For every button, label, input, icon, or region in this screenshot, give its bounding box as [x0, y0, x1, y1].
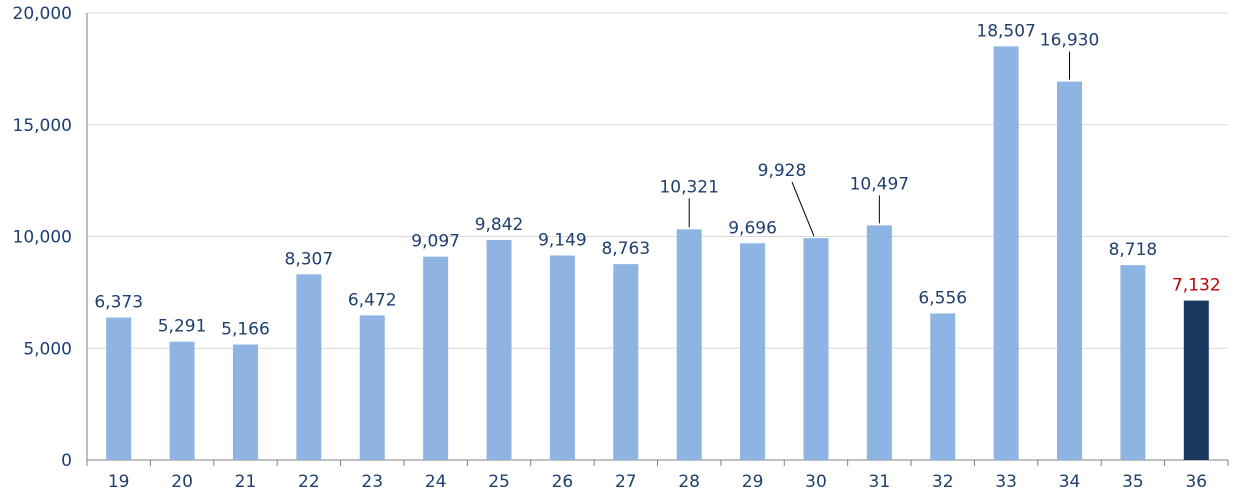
- data-label: 5,166: [221, 320, 270, 340]
- data-label: 8,307: [285, 249, 334, 269]
- data-label: 9,149: [538, 231, 587, 251]
- x-tick-label: 34: [1059, 472, 1081, 492]
- data-label: 6,556: [918, 288, 967, 308]
- bar-22: [296, 274, 322, 460]
- bar-19: [106, 317, 132, 460]
- data-label: 7,132: [1172, 276, 1221, 296]
- x-tick-label: 22: [298, 472, 320, 492]
- x-tick-label: 24: [425, 472, 447, 492]
- bar-31: [866, 225, 892, 460]
- data-label: 6,373: [94, 293, 143, 313]
- x-tick-label: 33: [995, 472, 1017, 492]
- x-tick-label: 29: [742, 472, 764, 492]
- x-tick-label: 31: [869, 472, 891, 492]
- data-label: 8,763: [601, 239, 650, 259]
- bar-32: [930, 313, 956, 460]
- x-tick-label: 25: [488, 472, 510, 492]
- bar-26: [549, 255, 575, 460]
- x-tick-label: 32: [932, 472, 954, 492]
- data-label: 10,321: [659, 177, 718, 197]
- data-label: 9,928: [758, 161, 807, 181]
- x-tick-label: 21: [235, 472, 257, 492]
- x-tick-label: 36: [1185, 472, 1207, 492]
- data-label: 9,696: [728, 218, 777, 238]
- y-tick-label: 15,000: [13, 116, 72, 136]
- bar-36: [1183, 300, 1209, 460]
- bar-25: [486, 240, 512, 460]
- y-tick-label: 5,000: [23, 339, 72, 359]
- y-tick-label: 0: [61, 451, 72, 471]
- bar-29: [740, 243, 766, 460]
- data-label: 9,842: [475, 215, 524, 235]
- x-tick-label: 35: [1122, 472, 1144, 492]
- data-label: 18,507: [976, 21, 1035, 41]
- bar-21: [232, 344, 258, 460]
- data-label: 9,097: [411, 232, 460, 252]
- bar-34: [1057, 81, 1083, 460]
- y-tick-label: 10,000: [13, 228, 72, 248]
- bar-27: [613, 264, 639, 460]
- bar-23: [359, 315, 385, 460]
- x-tick-label: 28: [678, 472, 700, 492]
- y-tick-label: 20,000: [13, 4, 72, 24]
- bar-30: [803, 238, 829, 460]
- bar-20: [169, 341, 195, 460]
- x-tick-label: 20: [171, 472, 193, 492]
- x-tick-label: 26: [552, 472, 574, 492]
- bar-35: [1120, 265, 1146, 460]
- data-label-leader: [791, 181, 815, 237]
- x-tick-label: 19: [108, 472, 130, 492]
- data-label: 5,291: [158, 317, 207, 337]
- data-label: 10,497: [850, 174, 909, 194]
- x-tick-label: 30: [805, 472, 827, 492]
- x-tick-label: 23: [361, 472, 383, 492]
- data-label: 16,930: [1040, 31, 1099, 51]
- bar-24: [423, 256, 449, 460]
- bar-28: [676, 229, 702, 460]
- x-tick-label: 27: [615, 472, 637, 492]
- bar-33: [993, 46, 1019, 460]
- data-label: 6,472: [348, 290, 397, 310]
- data-label: 8,718: [1109, 240, 1158, 260]
